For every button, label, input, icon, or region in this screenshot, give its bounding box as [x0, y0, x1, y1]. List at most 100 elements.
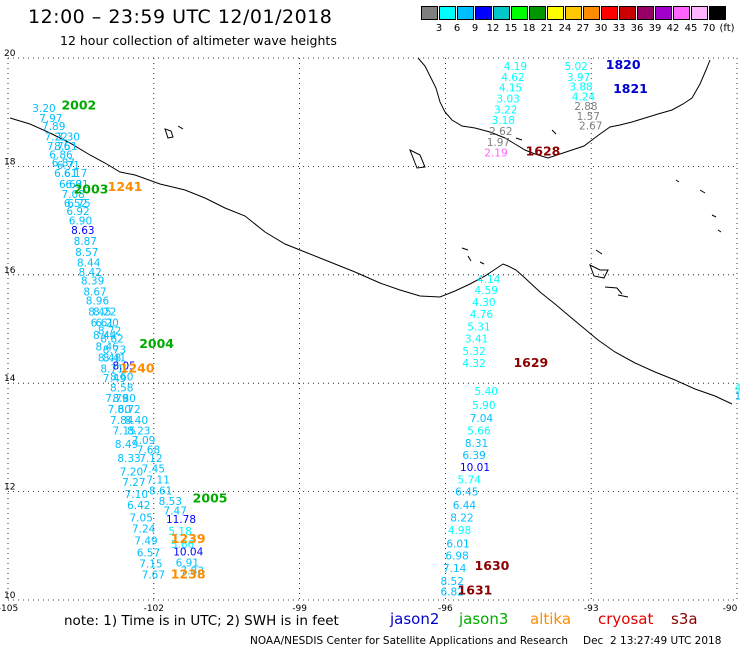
colorbar-label: 33 — [612, 23, 626, 34]
swh-value: 8.05 — [112, 361, 135, 373]
colorbar-swatch — [709, 6, 726, 20]
colorbar-swatch — [619, 6, 636, 20]
page-title: 12:00 – 23:59 UTC 12/01/2018 — [28, 6, 333, 28]
swh-value: 7.14 — [443, 563, 467, 575]
swh-value: 8.44 — [93, 330, 117, 342]
swh-value: 8.42 — [78, 267, 101, 279]
swh-value: 4.19 — [504, 61, 527, 73]
swh-value: 8.72 — [117, 404, 140, 416]
swh-value: 6.42 — [127, 500, 150, 512]
track-time-label: 1238 — [171, 566, 206, 581]
colorbar-swatch — [421, 6, 438, 20]
colorbar-label: 15 — [504, 23, 518, 34]
swh-value: 7.84 — [110, 415, 134, 427]
swh-value: 7.15 — [139, 558, 162, 570]
swh-value: 5.66 — [171, 539, 195, 551]
swh-value: 6.87 — [52, 157, 75, 169]
swh-value: 8.63 — [71, 225, 94, 237]
swh-value: 7.79 — [105, 393, 128, 405]
colorbar-swatch — [529, 6, 546, 20]
lon-tick-label: -96 — [438, 604, 453, 614]
page-subtitle: 12 hour collection of altimeter wave hei… — [60, 33, 337, 48]
credit-text: NOAA/NESDIS Center for Satellite Applica… — [250, 635, 568, 647]
swh-value: 6.71 — [57, 160, 80, 172]
swh-value: 10 — [735, 390, 740, 402]
swh-value: 2.19 — [484, 148, 507, 160]
track-time-label: 2004 — [139, 336, 174, 351]
swh-value: 1.57 — [577, 111, 600, 123]
swh-value: 8.52 — [441, 576, 464, 588]
swh-value: 5.66 — [467, 426, 491, 438]
swh-value: 6.52 — [64, 198, 87, 210]
swh-value: 3.41 — [465, 334, 488, 346]
colorbar-label: 42 — [666, 23, 680, 34]
swh-value: 4.32 — [462, 358, 485, 370]
track-time-label: 1630 — [475, 558, 510, 573]
swh-value: 8.58 — [110, 382, 133, 394]
track-time-label: 1239 — [171, 531, 206, 546]
timestamp: Dec 2 13:27:49 UTC 2018 — [583, 635, 722, 647]
swh-value: 8.23 — [127, 426, 150, 438]
lon-tick-label: -93 — [584, 604, 599, 614]
swh-value: 6.90 — [69, 215, 92, 227]
swh-value: 3.97 — [567, 72, 590, 84]
swh-value: 6.57 — [137, 548, 160, 560]
legend-altika: altika — [530, 610, 572, 628]
swh-value: 4.24 — [572, 91, 596, 103]
lon-tick-label: -102 — [144, 604, 164, 614]
colorbar-swatch — [655, 6, 672, 20]
colorbar-label: 6 — [453, 23, 461, 34]
swh-value: 8.40 — [125, 415, 148, 427]
lon-tick-label: -90 — [723, 604, 738, 614]
swh-value: 7.10 — [125, 489, 148, 501]
swh-values: 3.207.977.897.223.307.768.516.866.876.71… — [32, 61, 740, 599]
swh-value: 7.27 — [122, 477, 145, 489]
swh-value: 8.60 — [110, 371, 133, 383]
swh-value: 7.05 — [130, 512, 153, 524]
swh-value: 6.44 — [453, 500, 477, 512]
track-time-label: 1628 — [526, 144, 561, 159]
colorbar-swatch — [511, 6, 528, 20]
swh-value: 8.87 — [74, 236, 97, 248]
coastline-gulf — [417, 57, 711, 159]
swh-value: 6.61 — [91, 317, 114, 329]
colorbar-swatch — [691, 6, 708, 20]
swh-value: 3.20 — [32, 103, 55, 115]
swh-value: 4.14 — [477, 274, 501, 286]
swh-value: 6.63 — [59, 179, 82, 191]
colorbar-swatch — [637, 6, 654, 20]
track-time-label: 1241 — [108, 179, 143, 194]
swh-value: 8.80 — [112, 393, 135, 405]
colorbar-label: 39 — [648, 23, 662, 34]
track-time-label: 1629 — [513, 355, 548, 370]
swh-value: 8.48 — [98, 353, 121, 365]
swh-value: 7.68 — [137, 445, 160, 457]
swh-value: 6.75 — [67, 198, 90, 210]
swh-value: 8.61 — [149, 485, 172, 497]
swh-value: 10.04 — [173, 547, 203, 559]
colorbar-label: 45 — [684, 23, 698, 34]
swh-value: 2.67 — [579, 121, 602, 133]
colorbar-label: 30 — [594, 23, 608, 34]
swh-value: 4. — [735, 382, 740, 394]
swh-value: 8.51 — [54, 141, 77, 153]
legend-s3a: s3a — [671, 610, 698, 628]
swh-value: 8.96 — [86, 296, 110, 308]
track-time-label: 1631 — [458, 583, 493, 598]
island-group — [164, 125, 722, 298]
swh-value: 8.41 — [103, 353, 126, 365]
swh-value: 4.76 — [470, 309, 494, 321]
swh-value: 8.53 — [159, 496, 182, 508]
lat-tick-label: 18 — [4, 157, 16, 167]
track-time-label: 2005 — [193, 490, 228, 505]
track-time-label: 1240 — [120, 360, 155, 375]
colorbar-label: 21 — [540, 23, 554, 34]
swh-value: 7.49 — [134, 536, 157, 548]
footnote: note: 1) Time is in UTC; 2) SWH is in fe… — [64, 613, 339, 629]
lon-tick-label: -105 — [0, 604, 18, 614]
swh-value: 8.73 — [103, 344, 126, 356]
swh-value: 6.17 — [64, 168, 87, 180]
colorbar-label: 36 — [630, 23, 644, 34]
